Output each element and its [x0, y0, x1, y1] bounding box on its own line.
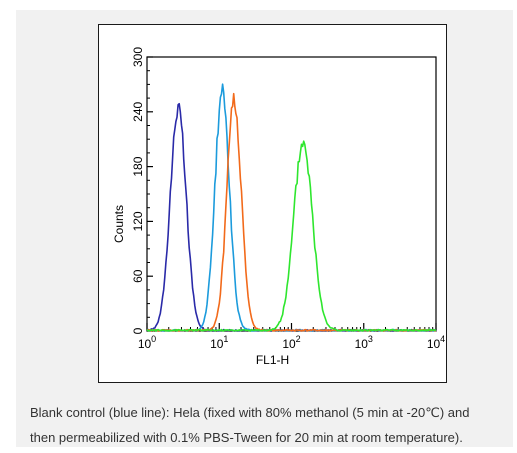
x-tick-label-1000: 103 — [355, 334, 373, 351]
series-line-3 — [146, 92, 437, 332]
x-tick-label-10: 101 — [210, 334, 228, 351]
y-tick-label-60: 60 — [131, 269, 145, 283]
y-axis-title: Counts — [112, 205, 126, 243]
y-tick-label-300: 300 — [131, 47, 145, 67]
y-tick-label-120: 120 — [131, 211, 145, 231]
x-tick-label-10000: 104 — [427, 334, 445, 351]
y-tick-label-240: 240 — [131, 101, 145, 121]
series-line-4 — [146, 140, 436, 332]
plot-frame — [146, 56, 437, 332]
histogram-chart: 100 101 102 103 104 0 60 120 180 240 300 FL1-H Count… — [112, 47, 445, 367]
y-tick-label-0: 0 — [131, 327, 145, 334]
figure-caption: Blank control (blue line): Hela (fixed w… — [30, 400, 506, 450]
histogram-figure: 100 101 102 103 104 0 60 120 180 240 300 FL1-H Count… — [98, 24, 447, 383]
x-axis-title: FL1-H — [256, 353, 289, 367]
figure-panel: 100 101 102 103 104 0 60 120 180 240 300 FL1-H Count… — [16, 10, 513, 447]
caption-line-1: Blank control (blue line): Hela (fixed w… — [30, 405, 470, 420]
caption-line-2: then permeabilized with 0.1% PBS-Tween f… — [30, 430, 463, 445]
y-tick-label-180: 180 — [131, 156, 145, 176]
x-tick-label-1: 100 — [138, 334, 156, 351]
series-line-1 — [146, 102, 437, 332]
x-tick-label-100: 102 — [282, 334, 300, 351]
series-line-2 — [146, 83, 437, 332]
